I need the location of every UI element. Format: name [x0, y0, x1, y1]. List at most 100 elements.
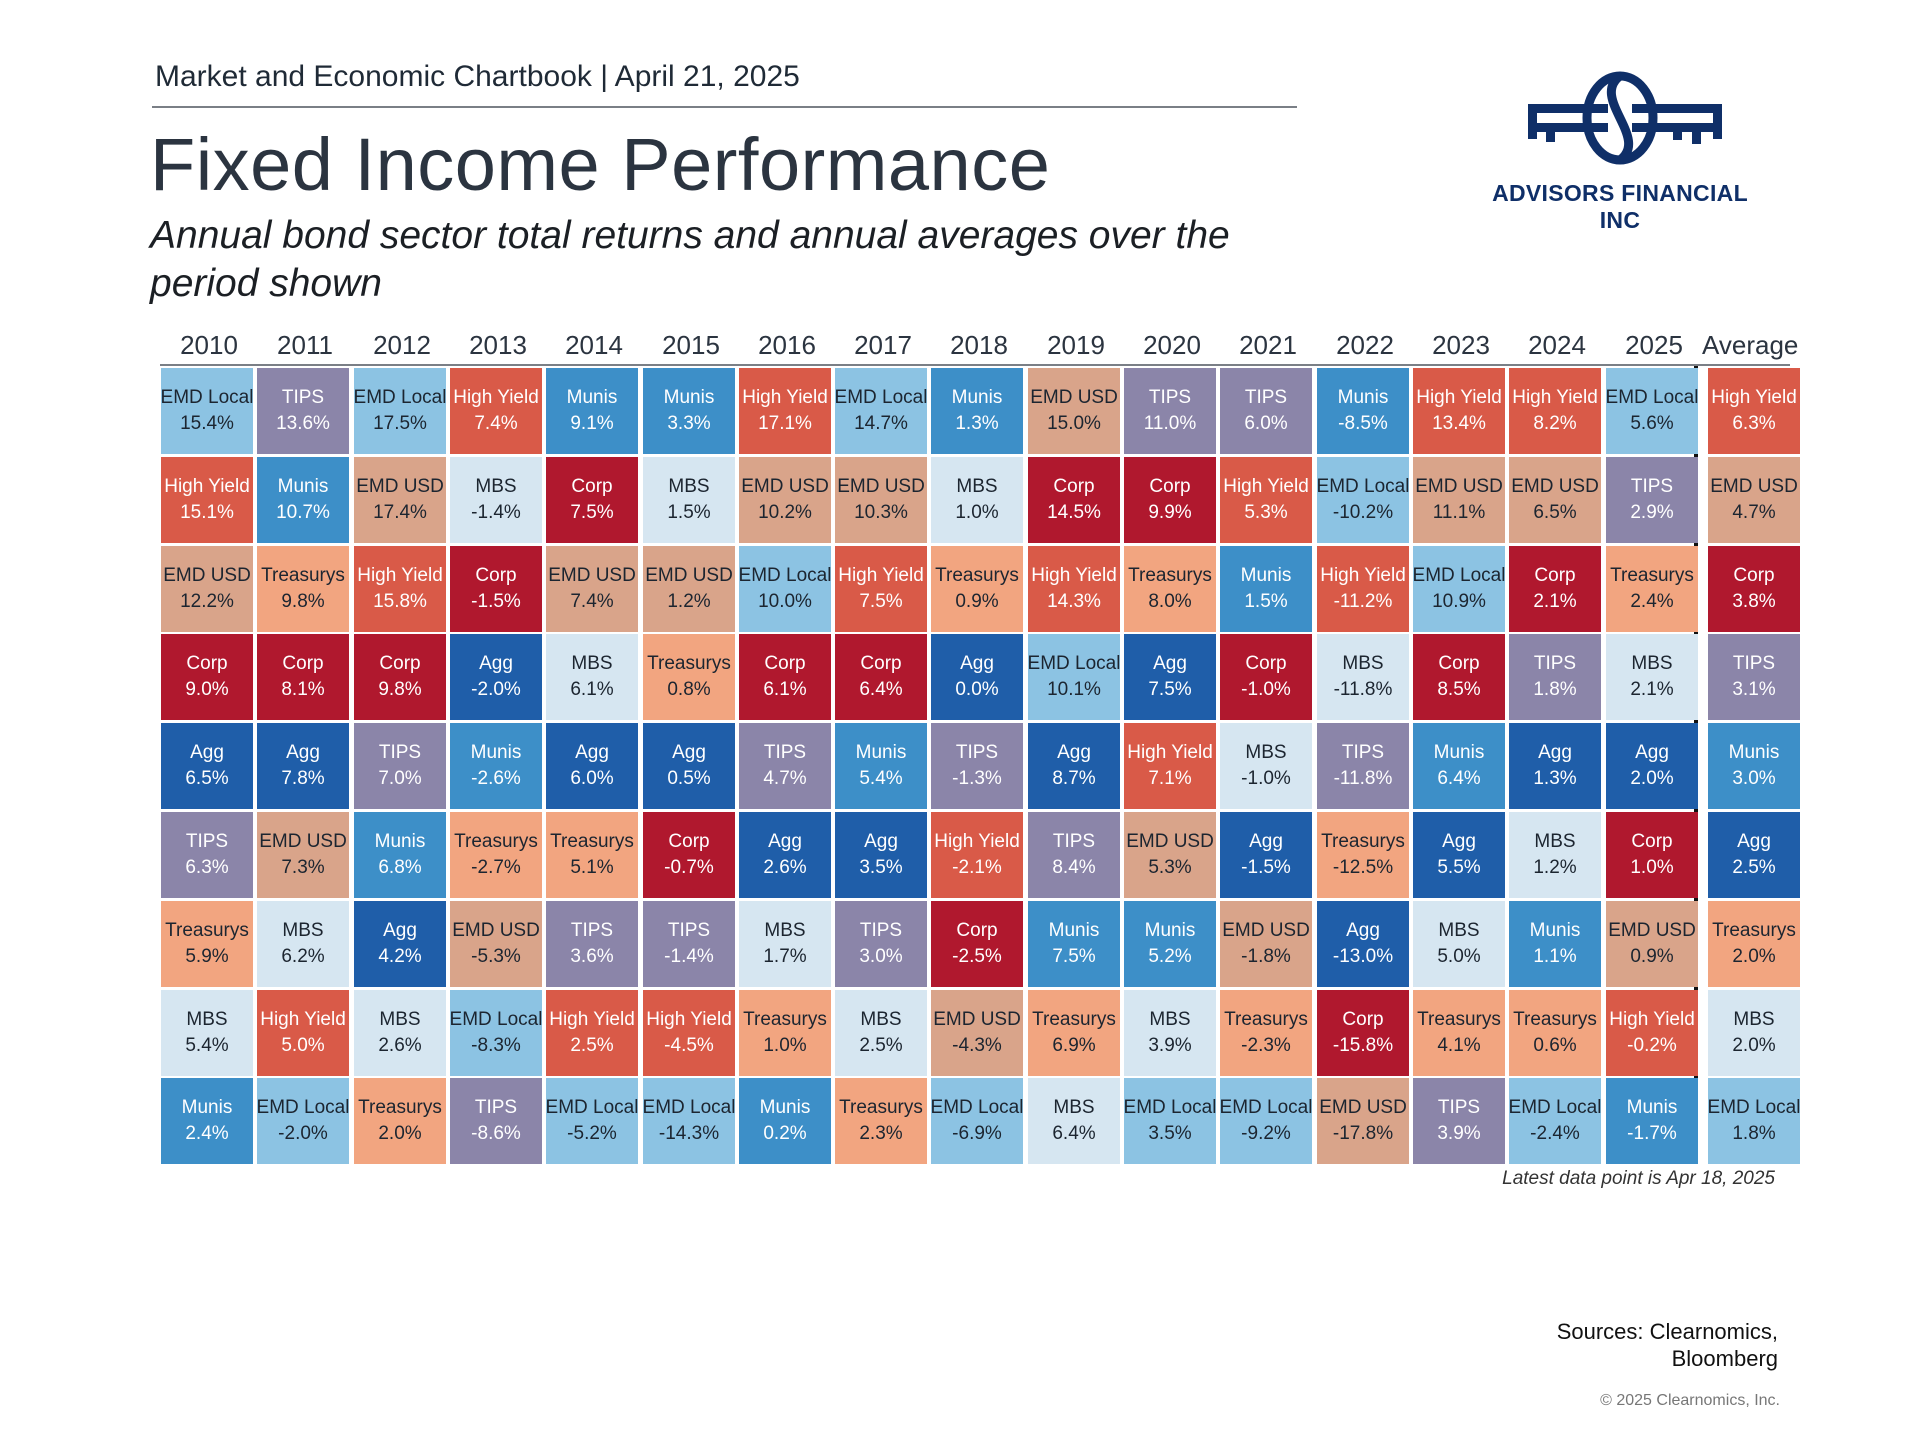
- cell-sector-label: EMD Local: [1219, 1097, 1313, 1118]
- cell-2023-rank-3: EMD Local 10.9%: [1413, 546, 1505, 632]
- column-label-2022: 2022: [1336, 330, 1394, 360]
- cell-2024-rank-6: MBS 1.2%: [1509, 812, 1601, 898]
- cell-sector-label: TIPS: [1732, 653, 1776, 674]
- cell-sector-label: TIPS: [570, 920, 614, 941]
- cell-2020-rank-6: EMD USD 5.3%: [1124, 812, 1216, 898]
- cell-sector-label: Munis: [1337, 387, 1389, 408]
- cell-return-value: 1.1%: [1533, 946, 1577, 967]
- cell-sector-label: Agg: [1153, 653, 1187, 674]
- cell-return-value: -11.8%: [1333, 679, 1393, 700]
- cell-return-value: 7.3%: [281, 857, 325, 878]
- cell-2017-rank-8: MBS 2.5%: [835, 990, 927, 1076]
- cell-sector-label: EMD Local: [545, 1097, 639, 1118]
- cell-sector-label: EMD Local: [449, 1009, 543, 1030]
- cell-return-value: 9.1%: [570, 413, 614, 434]
- cell-2021-rank-1: TIPS 6.0%: [1220, 368, 1312, 454]
- cell-return-value: 17.1%: [758, 413, 812, 434]
- cell-return-value: 4.1%: [1437, 1035, 1481, 1056]
- cell-2021-rank-7: EMD USD -1.8%: [1220, 901, 1312, 987]
- cell-return-value: -2.4%: [1530, 1123, 1580, 1144]
- cell-return-value: -1.4%: [664, 946, 714, 967]
- cell-sector-label: Corp: [1631, 831, 1673, 852]
- cell-2012-rank-6: Munis 6.8%: [354, 812, 446, 898]
- cell-sector-label: EMD USD: [837, 476, 925, 497]
- cell-2014-rank-6: Treasurys 5.1%: [546, 812, 638, 898]
- chartbook-header: Market and Economic Chartbook | April 21…: [155, 60, 800, 93]
- cell-2022-rank-2: EMD Local -10.2%: [1317, 457, 1409, 543]
- cell-2017-rank-6: Agg 3.5%: [835, 812, 927, 898]
- cell-sector-label: EMD USD: [1030, 387, 1118, 408]
- cell-sector-label: Treasurys: [743, 1009, 827, 1030]
- cell-2012-rank-3: High Yield 15.8%: [354, 546, 446, 632]
- cell-2015-rank-6: Corp -0.7%: [643, 812, 735, 898]
- cell-2015-rank-8: High Yield -4.5%: [643, 990, 735, 1076]
- cell-sector-label: TIPS: [667, 920, 711, 941]
- cell-sector-label: EMD Local: [930, 1097, 1024, 1118]
- cell-sector-label: TIPS: [1341, 742, 1385, 763]
- cell-sector-label: Corp: [379, 653, 421, 674]
- cell-2019-rank-2: Corp 14.5%: [1028, 457, 1120, 543]
- cell-2014-rank-5: Agg 6.0%: [546, 723, 638, 809]
- column-header-rule: [160, 364, 1790, 366]
- company-logo: ADVISORS FINANCIAL INC: [1470, 68, 1770, 233]
- cell-2014-rank-7: TIPS 3.6%: [546, 901, 638, 987]
- cell-sector-label: MBS: [1631, 653, 1673, 674]
- cell-sector-label: EMD Local: [834, 387, 928, 408]
- cell-sector-label: Munis: [759, 1097, 811, 1118]
- cell-sector-label: Agg: [1057, 742, 1091, 763]
- cell-sector-label: MBS: [668, 476, 710, 497]
- cell-sector-label: MBS: [379, 1009, 421, 1030]
- cell-return-value: 7.5%: [1148, 679, 1192, 700]
- cell-2022-rank-7: Agg -13.0%: [1317, 901, 1409, 987]
- cell-2023-rank-8: Treasurys 4.1%: [1413, 990, 1505, 1076]
- cell-return-value: -11.8%: [1333, 768, 1393, 789]
- cell-2018-rank-8: EMD USD -4.3%: [931, 990, 1023, 1076]
- cell-return-value: 2.6%: [378, 1035, 422, 1056]
- cell-2021-rank-2: High Yield 5.3%: [1220, 457, 1312, 543]
- cell-2010-rank-6: TIPS 6.3%: [161, 812, 253, 898]
- cell-return-value: 1.8%: [1533, 679, 1577, 700]
- cell-2018-rank-3: Treasurys 0.9%: [931, 546, 1023, 632]
- cell-return-value: 6.5%: [1533, 502, 1577, 523]
- cell-2023-rank-9: TIPS 3.9%: [1413, 1078, 1505, 1164]
- cell-average-rank-4: TIPS 3.1%: [1708, 634, 1800, 720]
- cell-return-value: 2.0%: [1732, 946, 1776, 967]
- cell-sector-label: Treasurys: [647, 653, 731, 674]
- cell-2021-rank-6: Agg -1.5%: [1220, 812, 1312, 898]
- cell-2021-rank-4: Corp -1.0%: [1220, 634, 1312, 720]
- cell-2024-rank-8: Treasurys 0.6%: [1509, 990, 1601, 1076]
- cell-return-value: 6.3%: [185, 857, 229, 878]
- cell-return-value: 7.5%: [1052, 946, 1096, 967]
- cell-sector-label: EMD Local: [642, 1097, 736, 1118]
- cell-2018-rank-4: Agg 0.0%: [931, 634, 1023, 720]
- cell-2022-rank-1: Munis -8.5%: [1317, 368, 1409, 454]
- cell-sector-label: MBS: [282, 920, 324, 941]
- cell-sector-label: EMD USD: [1710, 476, 1798, 497]
- column-label-2010: 2010: [180, 330, 238, 360]
- cell-return-value: 2.4%: [185, 1123, 229, 1144]
- column-label-2018: 2018: [950, 330, 1008, 360]
- cell-sector-label: Munis: [1240, 565, 1292, 586]
- column-label-2024: 2024: [1528, 330, 1586, 360]
- cell-sector-label: Corp: [1149, 476, 1191, 497]
- cell-2018-rank-9: EMD Local -6.9%: [931, 1078, 1023, 1164]
- cell-sector-label: EMD Local: [1707, 1097, 1801, 1118]
- cell-sector-label: Munis: [855, 742, 907, 763]
- column-label-average: Average: [1702, 330, 1799, 360]
- cell-sector-label: High Yield: [1223, 476, 1309, 497]
- cell-return-value: 15.4%: [180, 413, 234, 434]
- sources-line-2: Bloomberg: [1671, 1346, 1778, 1371]
- cell-sector-label: MBS: [956, 476, 998, 497]
- cell-2012-rank-4: Corp 9.8%: [354, 634, 446, 720]
- cell-2015-rank-1: Munis 3.3%: [643, 368, 735, 454]
- cell-sector-label: Munis: [470, 742, 522, 763]
- cell-return-value: -4.5%: [664, 1035, 714, 1056]
- cell-return-value: 6.4%: [1052, 1123, 1096, 1144]
- cell-sector-label: Agg: [575, 742, 609, 763]
- cell-return-value: 0.9%: [955, 591, 999, 612]
- cell-sector-label: EMD USD: [1608, 920, 1696, 941]
- cell-return-value: -11.2%: [1333, 591, 1393, 612]
- cell-sector-label: Munis: [1144, 920, 1196, 941]
- cell-return-value: 7.4%: [570, 591, 614, 612]
- cell-return-value: 3.8%: [1732, 591, 1776, 612]
